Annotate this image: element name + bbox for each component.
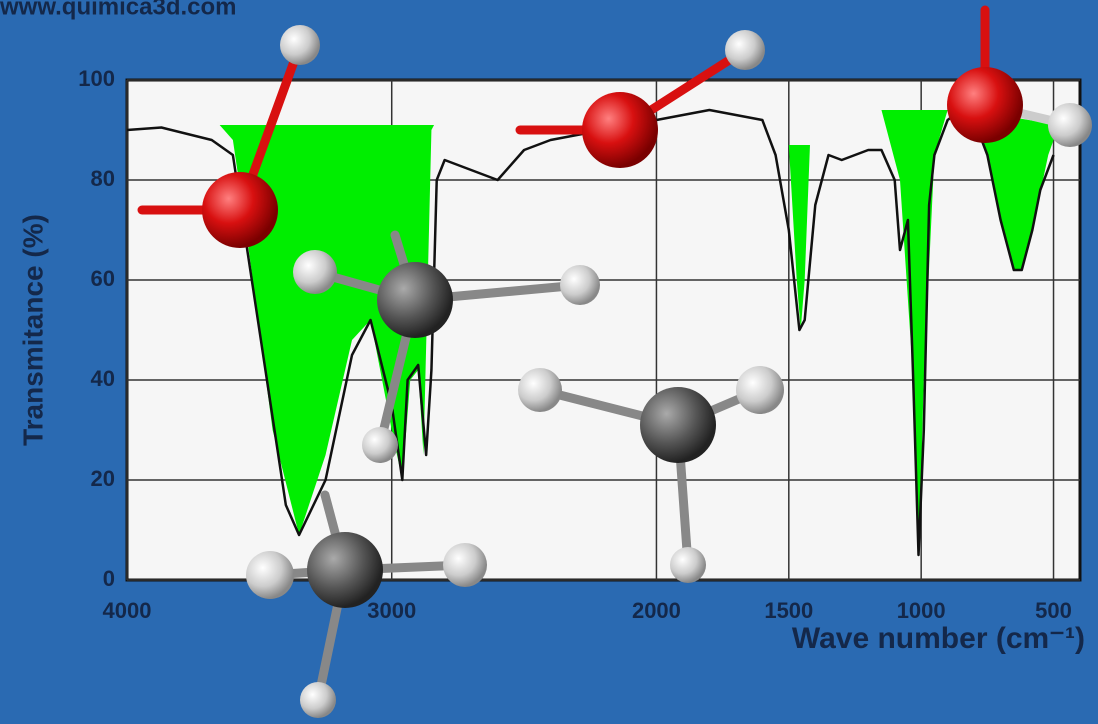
x-tick-label: 2000: [632, 598, 681, 623]
chart: www.quimica3d.com Wave number (cm⁻¹) Tra…: [0, 0, 1098, 724]
y-tick-label: 60: [91, 266, 115, 291]
x-axis-label: Wave number (cm⁻¹): [792, 622, 1085, 655]
x-tick-label: 4000: [103, 598, 152, 623]
y-tick-label: 20: [91, 466, 115, 491]
y-axis-label: Transmitance (%): [17, 214, 48, 446]
y-tick-label: 100: [78, 66, 115, 91]
y-tick-label: 80: [91, 166, 115, 191]
x-tick-label: 500: [1035, 598, 1072, 623]
y-tick-label: 40: [91, 366, 115, 391]
x-tick-label: 3000: [367, 598, 416, 623]
chart-title: www.quimica3d.com: [0, 0, 237, 20]
x-tick-label: 1500: [764, 598, 813, 623]
y-tick-label: 0: [103, 566, 115, 591]
x-tick-label: 1000: [897, 598, 946, 623]
